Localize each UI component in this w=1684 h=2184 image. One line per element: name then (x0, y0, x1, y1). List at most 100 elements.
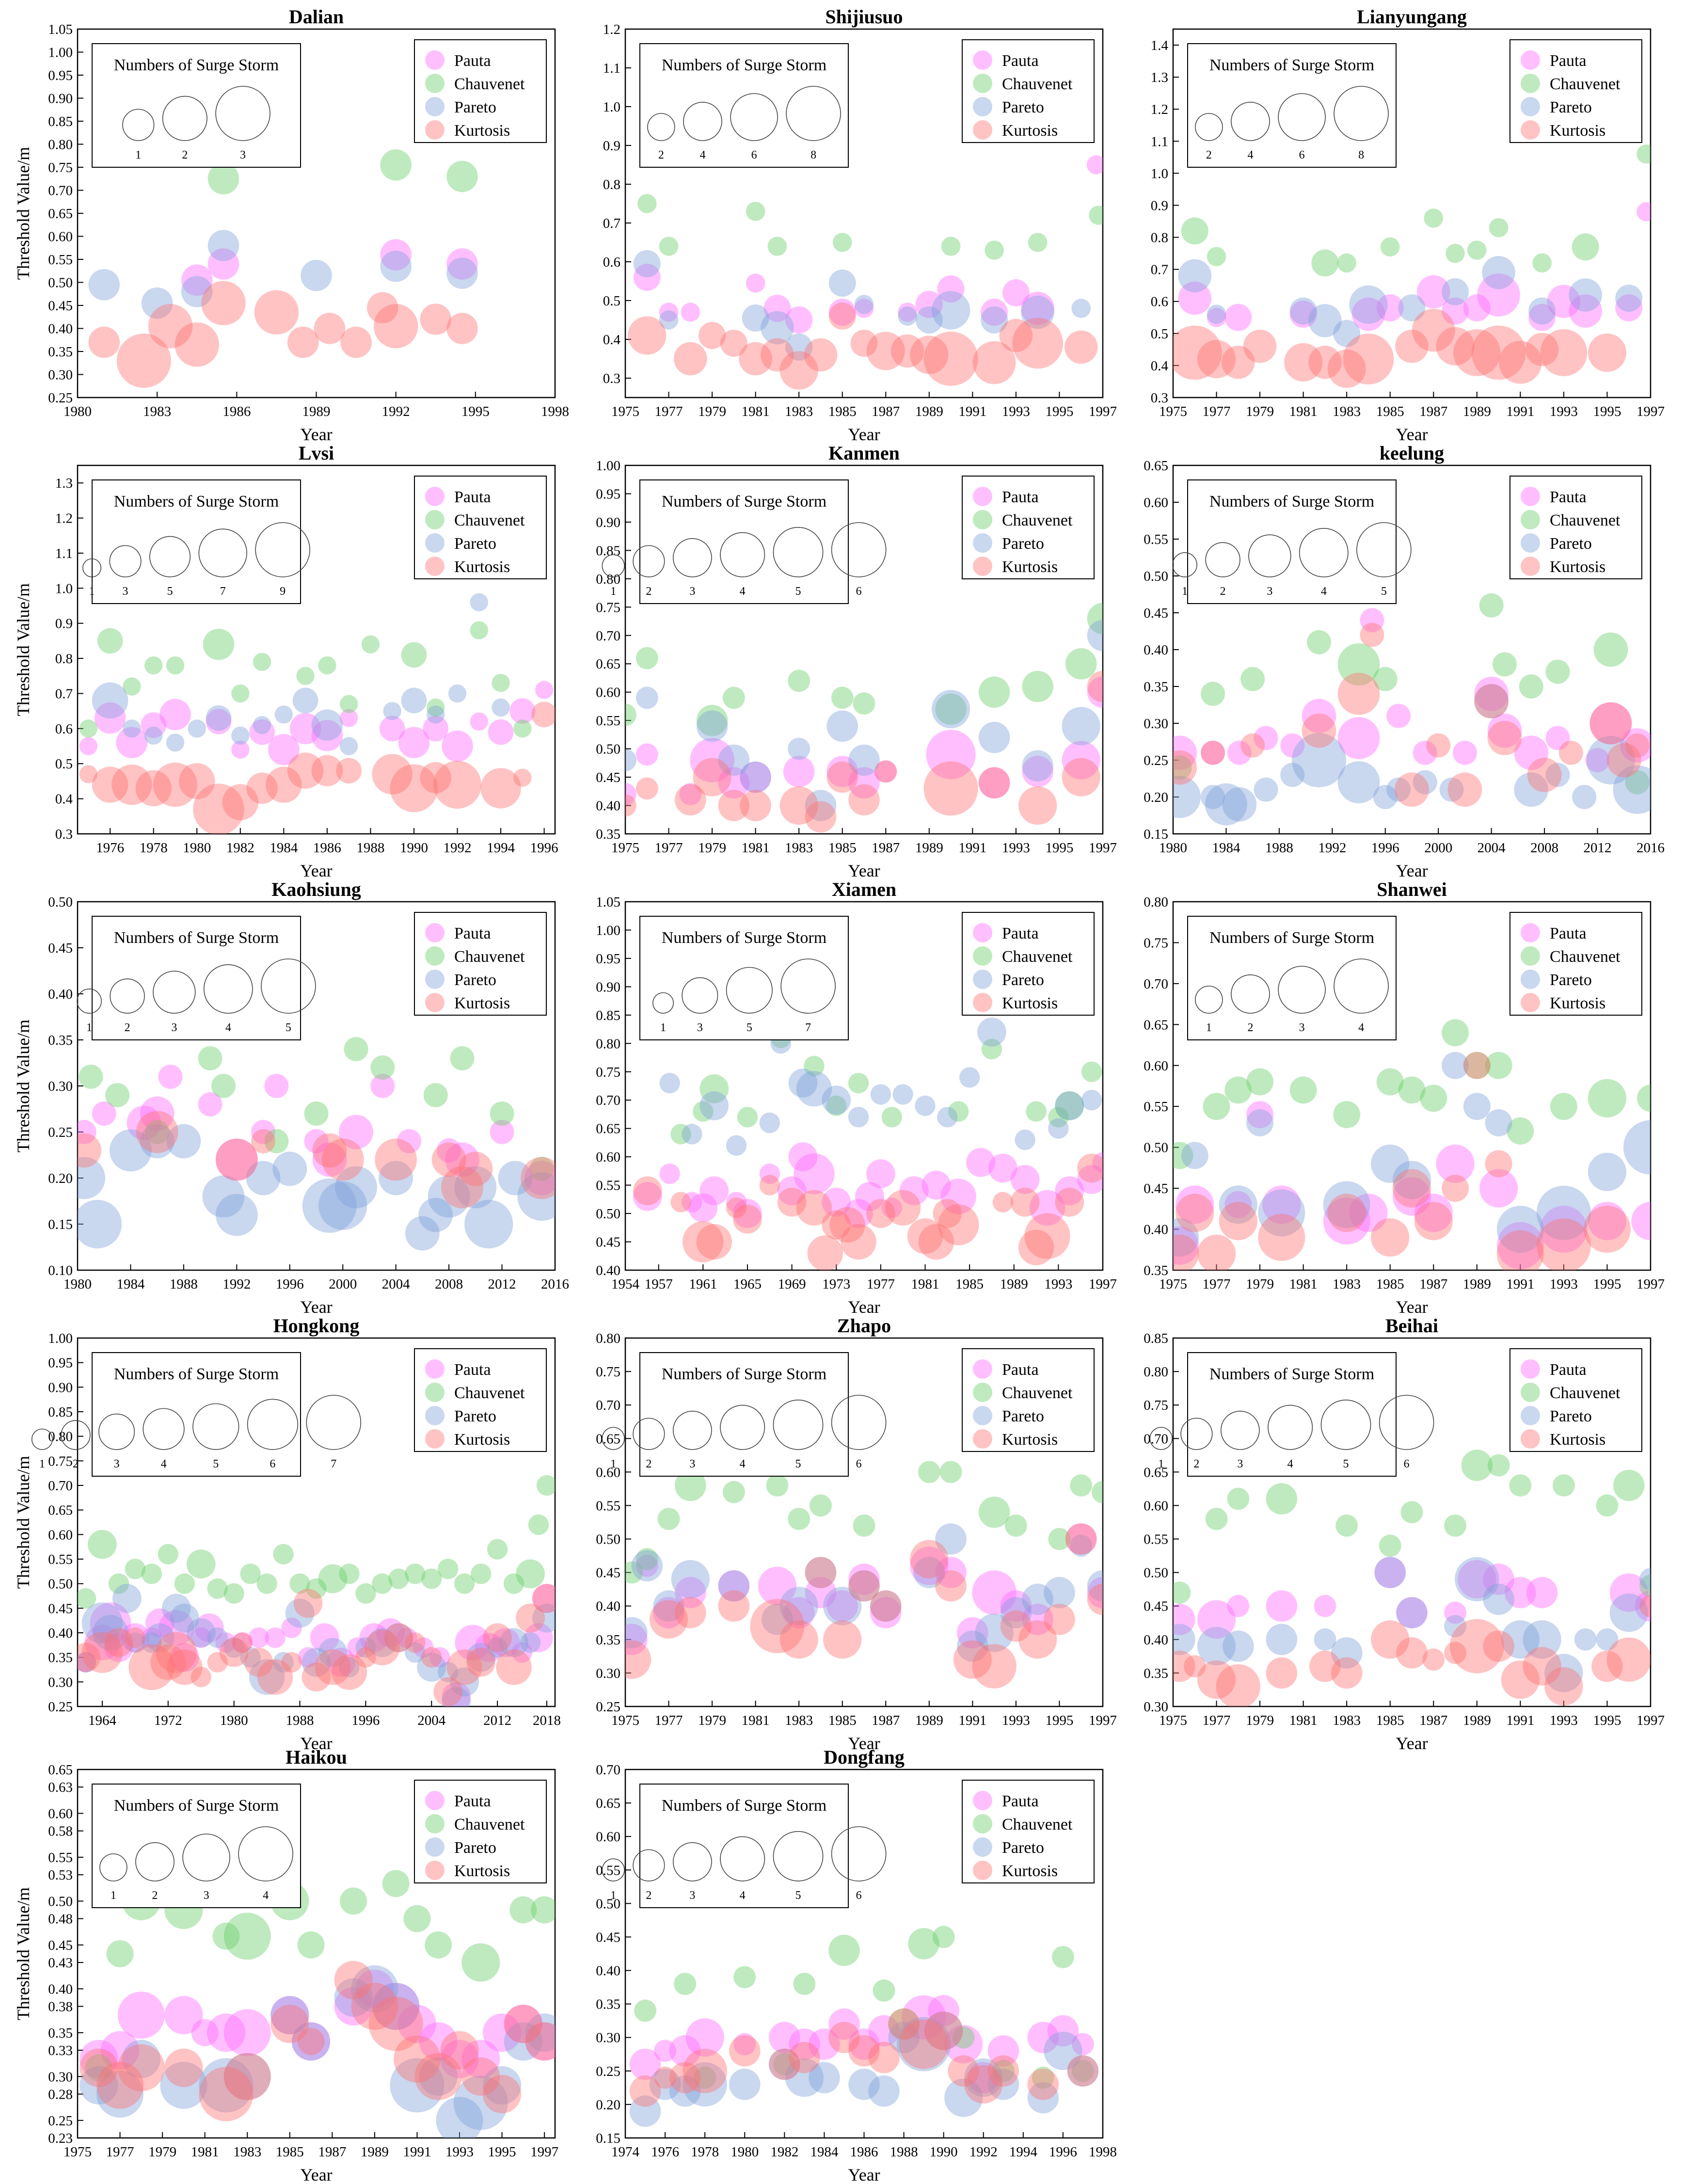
bubble-chauvenet (536, 1475, 555, 1496)
bubble-kurtosis (175, 322, 219, 367)
bubble-pauta (854, 299, 874, 318)
bubble-chauvenet (1052, 1946, 1074, 1968)
method-legend-box (414, 39, 547, 143)
size-legend-circle (773, 526, 824, 577)
x-axis-label: Year (300, 861, 332, 880)
bubble-chauvenet (1048, 1528, 1071, 1550)
plot-frame (624, 901, 1104, 1271)
y-tick-label: 1.1 (55, 546, 73, 561)
size-legend-label: 2 (73, 1458, 79, 1470)
bubble-chauvenet (344, 1037, 368, 1061)
bubble-kurtosis (390, 764, 438, 813)
size-legend-circle (1231, 974, 1270, 1014)
y-tick-label: 0.35 (48, 344, 73, 360)
bubble-kurtosis (364, 1629, 400, 1666)
size-legend-label: 3 (240, 149, 246, 161)
bubble-pauta (681, 303, 700, 322)
bubble-pauta (1635, 1590, 1651, 1622)
bubble-pauta (232, 1632, 253, 1653)
bubble-kurtosis (1422, 1648, 1445, 1671)
bubble-chauvenet (675, 1469, 706, 1501)
bubble-pauta (1010, 1165, 1040, 1194)
legend-marker-pauta (425, 50, 445, 70)
bubble-chauvenet (1446, 243, 1465, 263)
legend-label-kurtosis: Kurtosis (1002, 1431, 1058, 1449)
bubble-pauta (380, 239, 412, 271)
bubble-chauvenet (304, 1101, 329, 1126)
chart-dalian: Dalian0.250.300.350.400.450.500.550.600.… (14, 6, 569, 444)
chart-title: Lvsi (299, 442, 334, 464)
size-legend-circle (1220, 1411, 1260, 1450)
bubble-chauvenet (264, 1129, 289, 1153)
size-legend-label: 7 (220, 585, 226, 598)
bubble-pareto (390, 2058, 445, 2113)
bubble-pareto (1639, 1568, 1651, 1591)
bubble-chauvenet (1625, 770, 1650, 795)
bubble-layer (88, 149, 478, 388)
bubble-pareto (1280, 763, 1305, 787)
size-legend-label: 4 (740, 1889, 746, 1902)
bubble-pareto (1015, 1129, 1035, 1150)
y-tick-label: 0.75 (1144, 935, 1168, 951)
size-legend-circle (1180, 1418, 1213, 1450)
y-tick-label: 0.60 (596, 1465, 620, 1480)
bubble-kurtosis (1639, 1594, 1651, 1617)
y-tick-label: 0.70 (596, 1398, 620, 1413)
bubble-pauta (509, 698, 536, 724)
bubble-pauta (376, 1618, 405, 1647)
bubble-pauta (1396, 1597, 1428, 1628)
bubble-pauta (1351, 297, 1385, 331)
legend-marker-chauvenet (973, 946, 992, 966)
x-tick-label: 1991 (1506, 1276, 1534, 1292)
bubble-pareto (1266, 1624, 1298, 1656)
legend-label-pauta: Pauta (1002, 488, 1039, 506)
bubble-pauta (635, 1554, 658, 1577)
bubble-pareto (975, 1613, 1014, 1652)
bubble-chauvenet (166, 656, 185, 675)
bubble-pareto (1615, 285, 1643, 312)
bubble-pareto (240, 1647, 261, 1668)
bubble-pauta (794, 1153, 835, 1195)
bubble-chauvenet (634, 1999, 656, 2022)
x-tick-label: 1977 (1203, 404, 1231, 419)
bubble-kurtosis (421, 1647, 442, 1668)
bubble-pareto (1536, 1185, 1591, 1240)
size-legend-label: 3 (689, 1458, 695, 1470)
bubble-pareto (729, 2069, 761, 2100)
size-legend-circle (1356, 522, 1412, 577)
bubble-chauvenet (1022, 670, 1053, 702)
bubble-pauta (1514, 735, 1549, 770)
y-tick-label: 0.60 (48, 1527, 73, 1543)
x-tick-label: 1998 (1089, 2144, 1117, 2160)
method-legend-box (414, 1348, 547, 1452)
bubble-pareto (223, 2053, 271, 2100)
bubble-pareto (977, 1018, 1006, 1047)
x-tick-label: 1992 (444, 840, 472, 856)
x-tick-label: 1996 (1049, 2144, 1077, 2160)
method-legend-box (414, 1780, 547, 1883)
bubble-pauta (1452, 740, 1477, 765)
bubble-pareto (498, 1161, 533, 1196)
bubble-pauta (746, 273, 765, 293)
y-tick-label: 0.25 (596, 1699, 620, 1715)
bubble-pauta (805, 1577, 837, 1609)
legend-marker-pareto (1521, 970, 1540, 989)
chart-title: Haikou (286, 1746, 347, 1768)
bubble-pareto (517, 1172, 555, 1221)
legend-marker-chauvenet (425, 946, 445, 966)
bubble-chauvenet (737, 1107, 758, 1128)
method-legend-box (962, 476, 1095, 579)
x-tick-label: 1974 (611, 2144, 640, 2160)
bubble-chauvenet (1636, 144, 1651, 164)
bubble-pareto (1374, 1557, 1406, 1588)
bubble-pareto (625, 749, 636, 771)
y-tick-label: 0.63 (48, 1780, 73, 1795)
bubble-kurtosis (368, 1996, 423, 2051)
size-legend-label: 5 (795, 585, 801, 598)
bubble-pareto (1442, 1052, 1469, 1079)
chart-keelung: keelung0.150.200.250.300.350.400.450.500… (1144, 442, 1665, 880)
bubble-kurtosis (207, 1652, 228, 1673)
size-legend-label: 4 (225, 1021, 231, 1034)
bubble-pauta (1620, 728, 1651, 763)
y-tick-label: 0.35 (48, 2025, 73, 2041)
